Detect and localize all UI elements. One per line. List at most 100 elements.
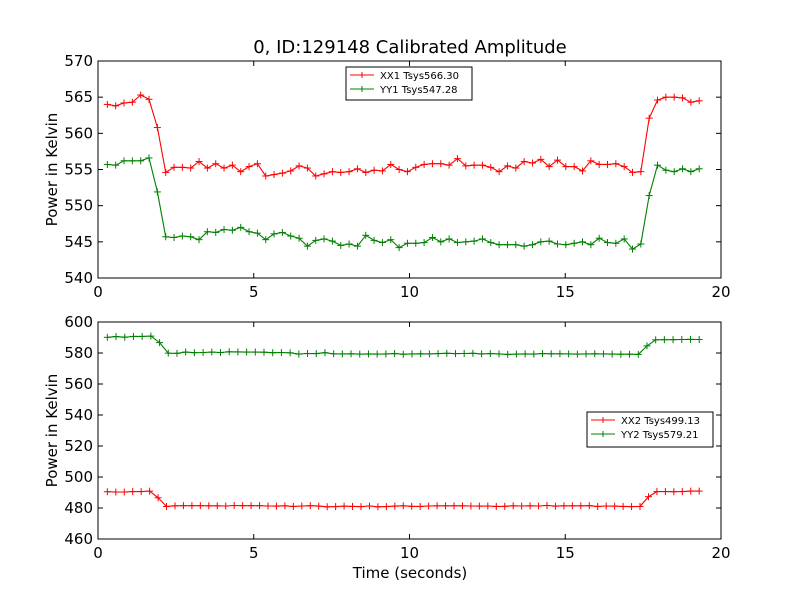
data-point bbox=[662, 93, 670, 101]
data-point bbox=[412, 163, 420, 171]
data-point bbox=[295, 162, 303, 170]
y-tick-label: 565 bbox=[64, 88, 93, 106]
data-point bbox=[487, 239, 495, 247]
data-point bbox=[382, 503, 390, 511]
legend-entry: XX1 Tsys566.30 bbox=[350, 71, 459, 82]
data-point bbox=[478, 235, 486, 243]
x-tick-label: 5 bbox=[249, 283, 259, 301]
data-point bbox=[695, 336, 703, 344]
data-point bbox=[253, 160, 261, 168]
legend: XX1 Tsys566.30 YY1 Tsys547.28 bbox=[345, 66, 473, 101]
data-point bbox=[153, 124, 161, 132]
data-point bbox=[425, 502, 433, 510]
data-point bbox=[412, 239, 420, 247]
data-point bbox=[556, 350, 564, 358]
data-point bbox=[636, 502, 644, 510]
data-point bbox=[228, 226, 236, 234]
data-point bbox=[503, 162, 511, 170]
data-point bbox=[330, 350, 338, 358]
data-point bbox=[535, 502, 543, 510]
data-point bbox=[303, 164, 311, 172]
data-point bbox=[582, 350, 590, 358]
data-point bbox=[451, 350, 459, 358]
legend-label: XX1 Tsys566.30 bbox=[380, 71, 459, 82]
data-point bbox=[578, 167, 586, 175]
data-point bbox=[154, 494, 162, 502]
data-point bbox=[156, 339, 164, 347]
data-point bbox=[619, 502, 627, 510]
data-point bbox=[395, 244, 403, 252]
data-point bbox=[312, 236, 320, 244]
data-point bbox=[612, 239, 620, 247]
data-point bbox=[269, 349, 277, 357]
x-tick-label: 20 bbox=[711, 283, 730, 301]
data-point bbox=[225, 348, 233, 356]
data-point bbox=[203, 228, 211, 236]
data-point bbox=[467, 502, 475, 510]
data-point bbox=[470, 237, 478, 245]
data-point bbox=[518, 502, 526, 510]
data-point bbox=[595, 234, 603, 242]
data-point bbox=[270, 171, 278, 179]
data-point bbox=[634, 350, 642, 358]
data-point bbox=[520, 158, 528, 166]
data-point bbox=[338, 350, 346, 358]
data-point bbox=[278, 228, 286, 236]
data-point bbox=[416, 502, 424, 510]
data-point bbox=[585, 502, 593, 510]
data-point bbox=[234, 348, 242, 356]
data-point bbox=[695, 165, 703, 173]
data-point bbox=[453, 239, 461, 247]
data-point bbox=[486, 350, 494, 358]
data-point bbox=[337, 168, 345, 176]
data-point bbox=[237, 168, 245, 176]
data-point bbox=[103, 333, 111, 341]
data-point bbox=[353, 165, 361, 173]
y-tick-label: 560 bbox=[64, 375, 93, 393]
data-point bbox=[644, 493, 652, 501]
data-point bbox=[670, 488, 678, 496]
data-point bbox=[179, 502, 187, 510]
legend-label: XX2 Tsys499.13 bbox=[621, 416, 700, 427]
data-point bbox=[147, 332, 155, 340]
data-point bbox=[543, 502, 551, 510]
data-point bbox=[162, 168, 170, 176]
data-point bbox=[686, 335, 694, 343]
data-point bbox=[378, 239, 386, 247]
data-point bbox=[462, 162, 470, 170]
data-point bbox=[178, 163, 186, 171]
data-point bbox=[146, 487, 154, 495]
data-point bbox=[669, 336, 677, 344]
data-point bbox=[295, 350, 303, 358]
data-point bbox=[216, 349, 224, 357]
data-point bbox=[637, 240, 645, 248]
data-point bbox=[670, 93, 678, 101]
x-tick-label: 10 bbox=[400, 544, 419, 562]
data-point bbox=[203, 164, 211, 172]
data-point bbox=[112, 333, 120, 341]
x-tick-label: 15 bbox=[556, 283, 575, 301]
data-point bbox=[137, 91, 145, 99]
y-tick-label: 580 bbox=[64, 344, 93, 362]
data-point bbox=[357, 503, 365, 511]
data-point bbox=[395, 166, 403, 173]
data-point bbox=[626, 350, 634, 358]
legend-label: YY2 Tsys579.21 bbox=[620, 430, 699, 441]
data-point bbox=[501, 502, 509, 510]
top-panel: 0 5 10 15 20 540 545 550 555 560 565 570 Power in Ke… bbox=[43, 52, 731, 301]
data-point bbox=[312, 350, 320, 358]
data-point bbox=[520, 242, 528, 250]
data-point bbox=[645, 114, 653, 122]
data-point bbox=[187, 233, 195, 241]
data-point bbox=[178, 232, 186, 240]
x-axis-label: Time (seconds) bbox=[352, 564, 468, 582]
data-point bbox=[145, 154, 153, 162]
data-point bbox=[512, 241, 520, 249]
data-point bbox=[450, 502, 458, 510]
x-tick-label: 10 bbox=[400, 283, 419, 301]
data-point bbox=[537, 155, 545, 163]
data-point bbox=[570, 163, 578, 171]
data-point bbox=[364, 350, 372, 358]
data-point bbox=[443, 349, 451, 357]
data-point bbox=[138, 332, 146, 340]
